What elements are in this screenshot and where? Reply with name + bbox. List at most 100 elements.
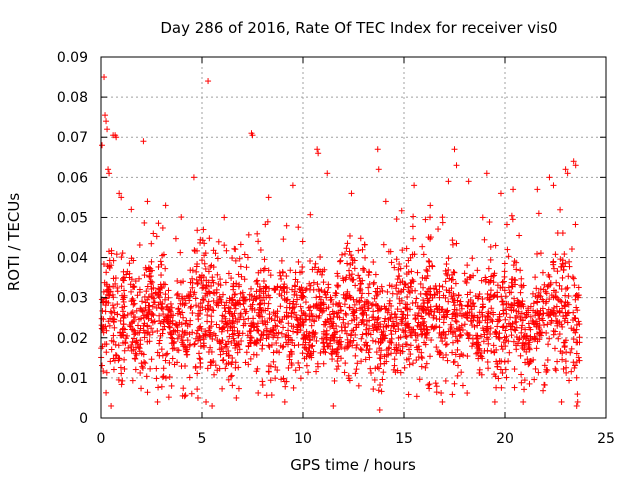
data-point: [348, 317, 355, 324]
data-point: [113, 251, 120, 258]
data-point: [513, 308, 520, 315]
data-point: [570, 275, 577, 282]
data-point: [166, 323, 173, 330]
data-point: [366, 346, 373, 353]
data-point: [128, 206, 135, 213]
data-point: [445, 266, 452, 273]
data-point: [517, 289, 524, 296]
data-point: [341, 369, 348, 376]
data-point: [559, 323, 566, 330]
data-point: [569, 274, 576, 281]
data-point: [205, 298, 212, 305]
data-point: [459, 382, 466, 389]
data-point: [173, 292, 180, 299]
data-point: [435, 226, 442, 233]
data-point: [559, 274, 566, 281]
data-point: [438, 389, 445, 396]
data-point: [534, 186, 541, 193]
data-point: [280, 236, 287, 243]
data-point: [557, 256, 564, 263]
data-point: [107, 358, 114, 365]
data-point: [356, 285, 363, 292]
data-point: [346, 248, 353, 255]
data-point: [410, 235, 417, 242]
data-point: [149, 310, 156, 317]
data-point: [353, 366, 360, 373]
data-point: [261, 256, 268, 263]
data-point: [427, 202, 434, 209]
data-point: [395, 273, 402, 280]
data-point: [295, 224, 302, 231]
data-point: [439, 398, 446, 405]
data-point: [374, 146, 381, 153]
data-point: [346, 232, 353, 239]
data-point: [295, 258, 302, 265]
data-point: [531, 376, 538, 383]
data-point: [191, 341, 198, 348]
data-point: [103, 269, 110, 276]
y-tick-label: 0.03: [57, 291, 88, 307]
x-tick-label: 25: [597, 431, 615, 447]
data-point: [148, 240, 155, 247]
data-point: [450, 359, 457, 366]
data-point: [175, 295, 182, 302]
data-point: [511, 366, 518, 373]
data-point: [500, 278, 507, 285]
data-point: [396, 260, 403, 267]
data-point: [489, 318, 496, 325]
x-tick-label: 5: [198, 431, 207, 447]
data-point: [120, 268, 127, 275]
data-point: [359, 246, 366, 253]
data-point: [162, 202, 169, 209]
data-point: [343, 330, 350, 337]
data-point: [512, 327, 519, 334]
data-point: [297, 375, 304, 382]
data-point: [535, 369, 542, 376]
data-point: [179, 309, 186, 316]
data-point: [169, 355, 176, 362]
data-point: [297, 327, 304, 334]
data-point: [551, 304, 558, 311]
data-point: [162, 265, 169, 272]
data-point: [391, 356, 398, 363]
data-point: [108, 346, 115, 353]
data-point: [299, 238, 306, 245]
data-point: [517, 267, 524, 274]
data-point: [505, 284, 512, 291]
data-point: [543, 329, 550, 336]
data-point: [508, 289, 515, 296]
data-point: [343, 311, 350, 318]
data-point: [344, 240, 351, 247]
data-point: [445, 298, 452, 305]
data-point: [270, 349, 277, 356]
data-point: [163, 351, 170, 358]
data-point: [118, 381, 125, 388]
data-point: [541, 381, 548, 388]
data-point: [418, 363, 425, 370]
data-point: [184, 351, 191, 358]
data-point: [423, 360, 430, 367]
data-point: [174, 335, 181, 342]
data-point: [194, 394, 201, 401]
data-point: [121, 365, 128, 372]
data-point: [412, 337, 419, 344]
data-point: [518, 379, 525, 386]
data-point: [237, 241, 244, 248]
x-tick-label: 20: [496, 431, 514, 447]
data-point: [316, 293, 323, 300]
data-point: [334, 270, 341, 277]
data-point: [287, 267, 294, 274]
data-point: [408, 268, 415, 275]
data-point: [518, 275, 525, 282]
data-point: [532, 365, 539, 372]
data-point: [280, 324, 287, 331]
data-point: [114, 288, 121, 295]
data-point: [414, 312, 421, 319]
data-point: [314, 360, 321, 367]
data-point: [385, 351, 392, 358]
data-point: [439, 338, 446, 345]
data-point: [393, 256, 400, 263]
data-point: [317, 253, 324, 260]
data-point: [221, 214, 228, 221]
data-point: [350, 337, 357, 344]
